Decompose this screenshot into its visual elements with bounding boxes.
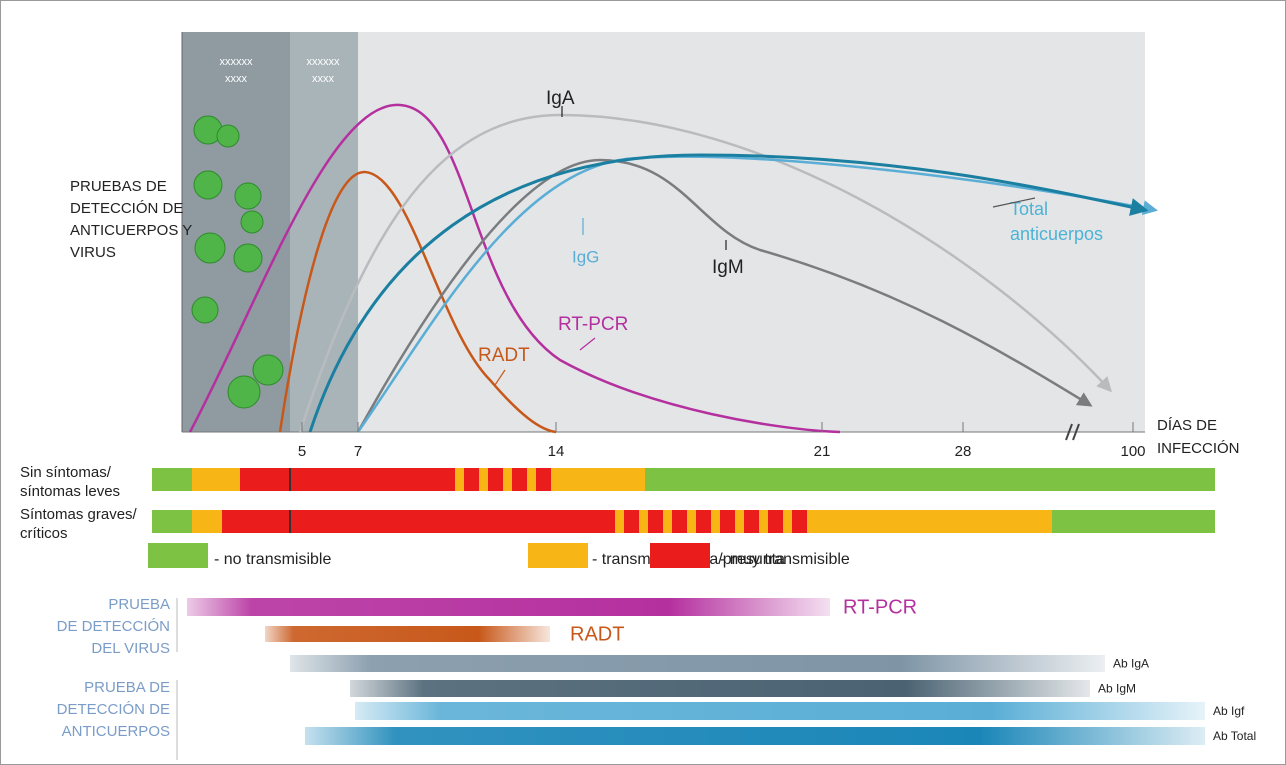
test-bar xyxy=(355,702,1205,720)
transmission-stripe xyxy=(624,510,639,533)
x-tick-label: 21 xyxy=(814,443,831,460)
curve-label: anticuerpos xyxy=(1010,224,1103,244)
group-label: DETECCIÓN DE xyxy=(57,701,170,718)
x-axis-label: DÍAS DE xyxy=(1157,417,1217,434)
y-axis-label: VIRUS xyxy=(70,244,116,261)
transmission-stripe xyxy=(536,468,551,491)
transmission-segment xyxy=(812,510,1052,533)
x-tick-label: 100 xyxy=(1120,443,1145,460)
x-tick-label: 28 xyxy=(955,443,972,460)
transmission-segment xyxy=(192,468,240,491)
x-tick-label: 14 xyxy=(548,443,565,460)
transmission-segment xyxy=(152,510,192,533)
test-label: Ab IgM xyxy=(1098,682,1136,696)
row-label: Síntomas graves/ xyxy=(20,506,138,523)
x-tick-label: 5 xyxy=(298,443,306,460)
curve-label: RT-PCR xyxy=(558,314,628,335)
transmission-segment xyxy=(222,510,600,533)
transmission-segment xyxy=(240,468,440,491)
diagram: xxxxxxxxxxxxxxxxxxxxPRUEBAS DEDETECCIÓN … xyxy=(0,0,1286,765)
transmission-stripe xyxy=(512,468,527,491)
transmission-stripe xyxy=(440,468,455,491)
test-label: Ab IgA xyxy=(1113,657,1149,671)
test-bar xyxy=(305,727,1205,745)
x-tick-label: 7 xyxy=(354,443,362,460)
legend-swatch xyxy=(650,543,710,568)
transmission-stripe xyxy=(464,468,479,491)
transmission-stripe xyxy=(600,510,615,533)
transmission-segment xyxy=(560,468,645,491)
transmission-stripe xyxy=(768,510,783,533)
transmission-stripe xyxy=(744,510,759,533)
phase-label: xxxxxx xyxy=(220,56,254,68)
group-label: ANTICUERPOS xyxy=(62,723,170,740)
row-label: síntomas leves xyxy=(20,483,120,500)
group-label: PRUEBA xyxy=(108,596,170,613)
transmission-segment xyxy=(152,468,192,491)
transmission-stripe xyxy=(792,510,807,533)
legend-swatch xyxy=(148,543,208,568)
transmission-segment xyxy=(645,468,1215,491)
y-axis-label: DETECCIÓN DE xyxy=(70,200,183,217)
transmission-stripe xyxy=(488,468,503,491)
test-bar xyxy=(187,598,830,616)
group-label: PRUEBA DE xyxy=(84,679,170,696)
transmission-stripe xyxy=(696,510,711,533)
y-axis-label: ANTICUERPOS Y xyxy=(70,222,192,239)
transmission-stripe xyxy=(720,510,735,533)
row-label: Sin síntomas/ xyxy=(20,464,112,481)
group-label: DE DETECCIÓN xyxy=(57,618,170,635)
test-bar xyxy=(290,655,1105,672)
transmission-segment xyxy=(192,510,222,533)
test-bar xyxy=(350,680,1090,697)
test-label: RADT xyxy=(570,623,624,645)
test-label: Ab Igf xyxy=(1213,704,1245,718)
transmission-stripe xyxy=(672,510,687,533)
curve-label: RADT xyxy=(478,345,530,366)
test-label: Ab Total xyxy=(1213,729,1256,743)
legend-label: - no transmisible xyxy=(214,551,331,568)
row-label: críticos xyxy=(20,525,68,542)
curve-label: IgA xyxy=(546,88,575,109)
phase-label: xxxxxx xyxy=(307,56,341,68)
group-label: DEL VIRUS xyxy=(91,640,170,657)
legend-label: - muy transmisible xyxy=(720,551,850,568)
y-axis-label: PRUEBAS DE xyxy=(70,178,167,195)
curve-label: IgG xyxy=(572,247,599,266)
transmission-segment xyxy=(1052,510,1215,533)
x-axis-label: INFECCIÓN xyxy=(1157,440,1240,457)
transmission-stripe xyxy=(648,510,663,533)
phase-label: xxxx xyxy=(225,73,248,85)
phase-label: xxxx xyxy=(312,73,335,85)
test-bar xyxy=(265,626,550,642)
legend-swatch xyxy=(528,543,588,568)
curve-label: IgM xyxy=(712,257,744,278)
test-label: RT-PCR xyxy=(843,596,917,618)
